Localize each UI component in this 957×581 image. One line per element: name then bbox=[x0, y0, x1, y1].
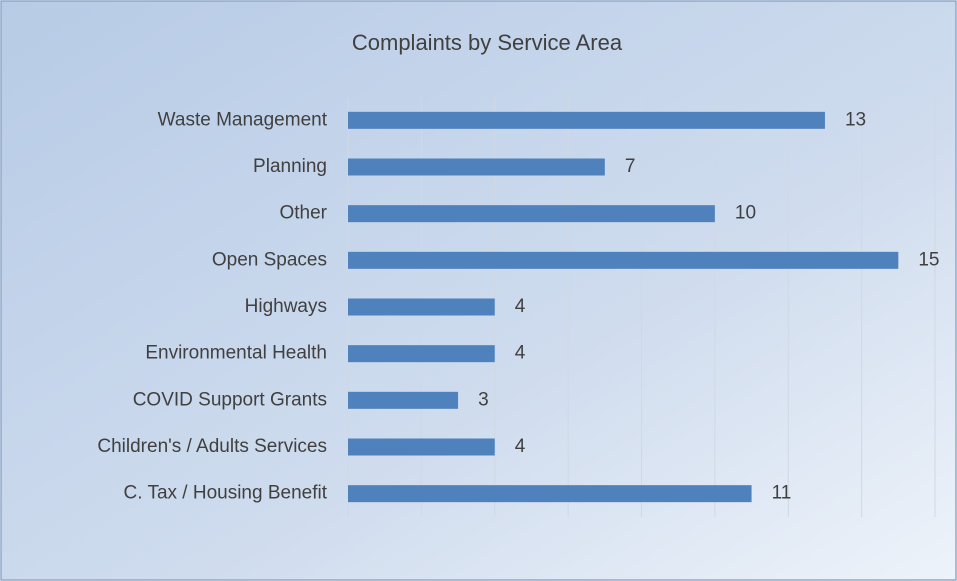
bar bbox=[348, 111, 825, 129]
y-tick-label: Children's / Adults Services bbox=[97, 436, 327, 457]
data-label: 7 bbox=[625, 156, 636, 177]
bar bbox=[348, 205, 715, 223]
data-label: 15 bbox=[918, 249, 939, 270]
y-tick-label: Waste Management bbox=[158, 109, 328, 130]
data-label: 13 bbox=[845, 109, 866, 130]
y-tick-label: Highways bbox=[245, 296, 327, 317]
data-label: 4 bbox=[515, 343, 526, 364]
bar bbox=[348, 251, 899, 269]
data-label: 11 bbox=[772, 483, 792, 504]
y-tick-label: Open Spaces bbox=[212, 249, 327, 270]
data-label: 10 bbox=[735, 203, 756, 224]
bar bbox=[348, 345, 495, 363]
bar bbox=[348, 158, 605, 176]
y-tick-label: Environmental Health bbox=[145, 343, 327, 364]
bar bbox=[348, 485, 752, 503]
data-label: 3 bbox=[478, 389, 489, 410]
data-label: 4 bbox=[515, 296, 526, 317]
y-tick-label: COVID Support Grants bbox=[133, 389, 327, 410]
data-label: 4 bbox=[515, 436, 526, 457]
bar bbox=[348, 438, 495, 456]
y-tick-label: Planning bbox=[253, 156, 327, 177]
bar bbox=[348, 391, 459, 409]
y-tick-label: C. Tax / Housing Benefit bbox=[124, 483, 328, 504]
chart-title: Complaints by Service Area bbox=[352, 30, 623, 55]
bar bbox=[348, 298, 495, 316]
y-tick-label: Other bbox=[279, 203, 327, 224]
